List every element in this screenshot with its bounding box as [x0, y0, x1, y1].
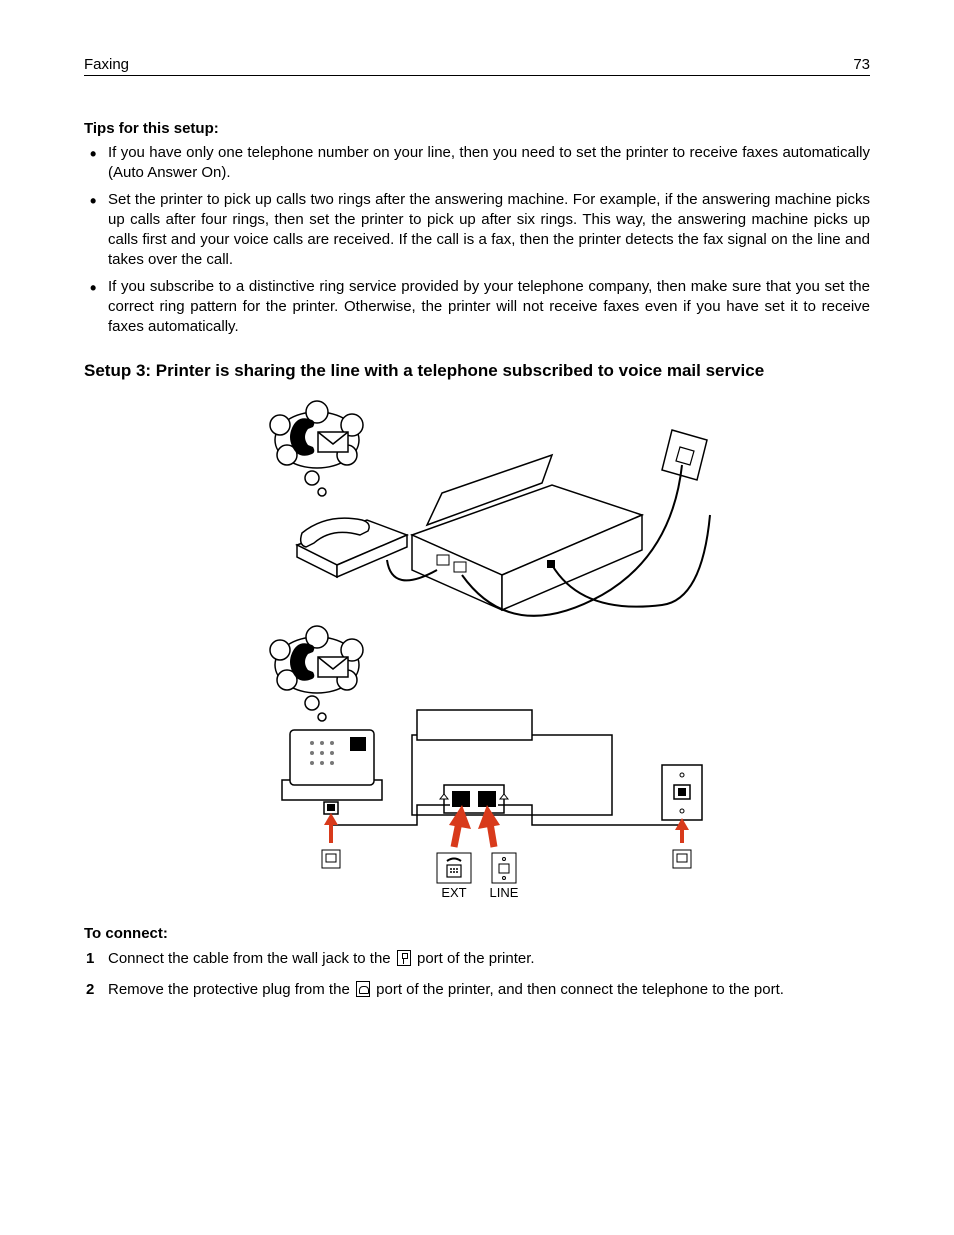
tip-item: If you have only one telephone number on…: [108, 143, 870, 184]
arrow-phone-jack: [324, 813, 338, 843]
printer-iso: [412, 455, 642, 610]
connection-diagram: EXT LINE: [84, 395, 870, 905]
running-header: Faxing 73: [84, 56, 870, 76]
voicemail-cloud-icon: [270, 401, 363, 496]
header-section-label: Faxing: [84, 56, 129, 73]
tips-list: If you have only one telephone number on…: [84, 143, 870, 337]
arrow-walljack: [675, 818, 689, 843]
step-text: port of the printer, and then connect th…: [372, 981, 784, 998]
tip-item: Set the printer to pick up calls two rin…: [108, 190, 870, 271]
connect-step: Connect the cable from the wall jack to …: [108, 948, 870, 971]
connect-step: Remove the protective plug from the port…: [108, 979, 870, 1002]
voicemail-cloud-icon: [270, 626, 363, 721]
step-text: Connect the cable from the wall jack to …: [108, 950, 395, 967]
tips-title: Tips for this setup:: [84, 120, 870, 137]
telephone-iso: [297, 518, 407, 577]
walljack-iso: [662, 430, 707, 480]
line-label: LINE: [490, 885, 519, 900]
walljack-front: [662, 765, 702, 820]
ext-label: EXT: [441, 885, 466, 900]
step-text: Remove the protective plug from the: [108, 981, 354, 998]
legend-phone-icon: [322, 850, 340, 868]
telephone-front: [282, 730, 382, 814]
line-port-icon: [397, 950, 411, 966]
connection-diagram-svg: EXT LINE: [242, 395, 712, 905]
legend-line-icon: [492, 853, 516, 883]
setup-heading: Setup 3: Printer is sharing the line wit…: [84, 361, 870, 381]
diagram-bottom-schematic: EXT LINE: [270, 626, 702, 900]
legend-walljack-icon: [673, 850, 691, 868]
printer-back: [412, 710, 612, 815]
header-page-number: 73: [853, 56, 870, 73]
diagram-top-iso: [270, 401, 710, 616]
legend-ext-icon: [437, 853, 471, 883]
ext-port-icon: [356, 981, 370, 997]
step-text: port of the printer.: [413, 950, 535, 967]
tip-item: If you subscribe to a distinctive ring s…: [108, 277, 870, 338]
connect-steps: Connect the cable from the wall jack to …: [84, 948, 870, 1001]
manual-page: Faxing 73 Tips for this setup: If you ha…: [0, 0, 954, 1001]
connect-title: To connect:: [84, 925, 870, 942]
